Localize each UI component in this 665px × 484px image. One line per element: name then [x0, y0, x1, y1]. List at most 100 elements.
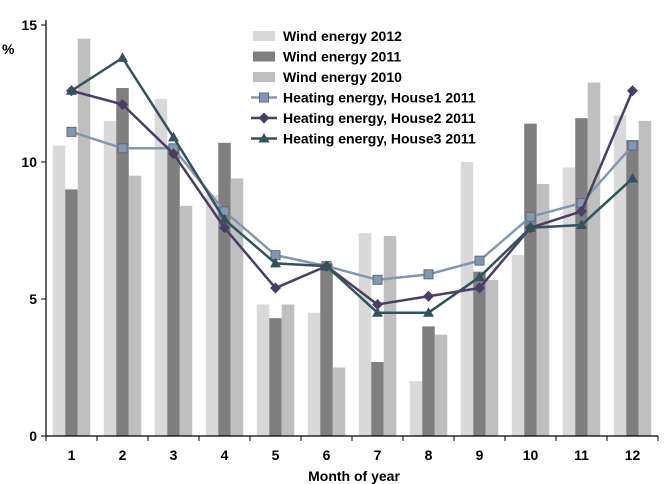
bar-1-month-11 [562, 167, 576, 437]
marker-2-month-11 [576, 205, 587, 217]
marker-1-month-1 [66, 126, 77, 137]
bar-3-month-1 [77, 38, 91, 436]
bar-1-month-10 [511, 255, 525, 436]
marker-2-month-8 [423, 290, 434, 302]
marker-2-month-4 [219, 222, 230, 234]
bar-3-month-3 [179, 205, 193, 436]
bar-1-month-7 [358, 233, 372, 436]
x-tick-label-11: 11 [574, 447, 589, 463]
marker-3-month-4 [219, 214, 230, 224]
bar-2-month-12 [626, 140, 639, 436]
y-tick-label-15: 15 [21, 17, 37, 33]
bar-1-month-2 [103, 120, 117, 437]
line-series-3 [70, 56, 634, 314]
marker-2-month-7 [372, 298, 383, 310]
marker-1-month-7 [372, 274, 383, 285]
x-tick-label-9: 9 [476, 447, 484, 463]
legend-label-4: Heating energy, House1 2011 [283, 90, 476, 106]
marker-3-month-3 [168, 131, 179, 142]
legend-marker-5 [258, 112, 270, 124]
bar-2-month-1 [65, 189, 78, 436]
bar-2-month-8 [422, 326, 435, 436]
legend-marker-6 [258, 133, 270, 143]
marker-2-month-12 [627, 85, 638, 97]
y-tick-label-10: 10 [21, 154, 37, 170]
marker-3-month-6 [321, 260, 332, 271]
marker-1-month-10 [525, 211, 536, 222]
bar-3-month-9 [485, 279, 499, 436]
marker-3-month-1 [66, 85, 77, 95]
bar-3-month-6 [332, 367, 346, 436]
legend-layer: Wind energy 2012 Wind energy 2011 Wind ene… [251, 28, 476, 147]
legend-label-2: Wind energy 2011 [283, 49, 401, 65]
marker-1-month-2 [117, 143, 128, 154]
bar-3-month-2 [128, 175, 142, 436]
bar-1-month-3 [154, 98, 168, 436]
bar-1-month-5 [256, 304, 270, 436]
legend-label-6: Heating energy, House3 2011 [283, 131, 476, 147]
line-series-2 [71, 89, 634, 306]
marker-2-month-9 [474, 282, 485, 294]
bar-1-month-9 [460, 162, 474, 436]
x-tick-label-2: 2 [119, 447, 127, 463]
bar-3-month-8 [434, 334, 448, 436]
legend-label-5: Heating energy, House2 2011 [283, 110, 476, 126]
legend-label-3: Wind energy 2010 [283, 69, 402, 85]
line-series-1 [71, 130, 634, 282]
legend-marker-4 [259, 92, 269, 103]
bar-2-month-10 [524, 123, 537, 436]
bar-2-month-9 [473, 271, 486, 436]
legend-label-1: Wind energy 2012 [283, 28, 402, 44]
x-tick-label-4: 4 [221, 447, 229, 463]
marker-3-month-7 [372, 307, 383, 317]
x-tick-label-7: 7 [374, 447, 382, 463]
bar-1-month-6 [307, 312, 321, 436]
bar-1-month-12 [613, 115, 627, 437]
x-tick-label-6: 6 [323, 447, 331, 463]
marker-3-month-10 [525, 222, 536, 232]
x-axis-title: Month of year [308, 468, 400, 484]
x-tick-label-5: 5 [272, 447, 280, 463]
marker-1-month-12 [627, 140, 638, 151]
legend-swatch-2 [253, 51, 275, 62]
bar-3-month-10 [536, 183, 550, 436]
marker-3-month-5 [270, 257, 281, 268]
x-tick-label-10: 10 [523, 447, 539, 463]
bar-3-month-12 [638, 120, 652, 437]
marker-3-month-12 [627, 172, 638, 183]
bar-1-month-4 [205, 194, 219, 436]
legend-swatch-1 [253, 31, 275, 41]
marker-1-month-9 [474, 255, 485, 266]
marker-3-month-2 [117, 52, 128, 62]
bar-2-month-7 [371, 362, 384, 436]
bar-2-month-5 [269, 318, 282, 436]
bar-3-month-7 [383, 235, 397, 436]
bar-1-month-8 [409, 381, 423, 436]
lines-layer [66, 52, 638, 317]
bar-2-month-2 [116, 88, 129, 437]
marker-3-month-9 [474, 271, 485, 282]
bar-1-month-1 [52, 145, 66, 436]
y-tick-label-5: 5 [29, 291, 37, 307]
bars-layer [52, 38, 652, 437]
bar-2-month-6 [320, 263, 333, 436]
bar-2-month-11 [575, 118, 588, 436]
bar-3-month-4 [230, 178, 244, 436]
bar-3-month-5 [281, 304, 295, 436]
bar-2-month-3 [167, 145, 180, 436]
bar-2-month-4 [218, 142, 231, 436]
marker-3-month-11 [576, 219, 587, 230]
marker-3-month-8 [423, 307, 434, 317]
x-tick-label-1: 1 [68, 447, 76, 463]
x-tick-label-3: 3 [170, 447, 178, 463]
y-tick-label-0: 0 [29, 428, 37, 444]
legend-swatch-3 [253, 72, 275, 82]
marker-1-month-8 [423, 269, 434, 280]
x-tick-label-8: 8 [425, 447, 433, 463]
marker-2-month-2 [117, 98, 128, 110]
x-tick-label-12: 12 [625, 447, 641, 463]
bar-3-month-11 [587, 82, 601, 436]
